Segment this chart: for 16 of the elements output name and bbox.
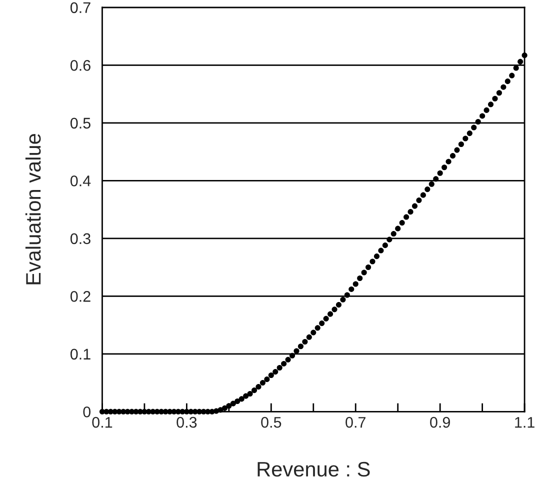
y-tick-label: 0	[83, 406, 91, 418]
x-axis-title: Revenue : S	[258, 462, 370, 477]
y-tick-label: 0.5	[70, 118, 90, 129]
y-tick-label: 0.2	[70, 291, 90, 302]
x-tick-label: 0.5	[261, 416, 282, 428]
x-tick-label: 0.1	[92, 416, 112, 428]
x-tick-label: 0.3	[176, 416, 197, 428]
x-tick-label: 0.9	[430, 416, 450, 428]
y-axis-title: Evaluation value	[25, 134, 41, 284]
x-tick-label: 1.1	[515, 417, 534, 428]
y-tick-label: 0.7	[70, 2, 90, 14]
x-tick-label: 0.7	[346, 416, 366, 428]
y-tick-label: 0.6	[70, 60, 90, 71]
y-tick-label: 0.3	[70, 233, 90, 244]
y-tick-label: 0.4	[70, 176, 91, 186]
y-tick-label: 0.1	[70, 348, 90, 360]
